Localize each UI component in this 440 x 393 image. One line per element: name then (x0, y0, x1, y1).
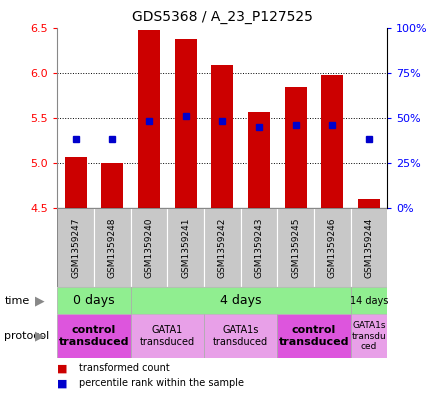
Text: ▶: ▶ (35, 294, 44, 307)
Text: 14 days: 14 days (350, 296, 388, 306)
Text: control
transduced: control transduced (59, 325, 129, 347)
Bar (57, 314, 131, 358)
Bar (321, 75, 343, 208)
Text: GSM1359243: GSM1359243 (254, 217, 264, 278)
Bar (351, 208, 387, 287)
Text: ▶: ▶ (35, 329, 44, 343)
Text: transformed count: transformed count (79, 364, 170, 373)
Bar (204, 208, 241, 287)
Text: ■: ■ (57, 364, 68, 373)
Bar (65, 157, 87, 208)
Bar (285, 87, 307, 208)
Bar (94, 208, 131, 287)
Text: time: time (4, 296, 29, 306)
Text: GSM1359244: GSM1359244 (364, 217, 374, 278)
Text: GATA1s
transduced: GATA1s transduced (213, 325, 268, 347)
Text: GATA1
transduced: GATA1 transduced (139, 325, 195, 347)
Bar (277, 314, 351, 358)
Bar (358, 199, 380, 208)
Bar (351, 314, 387, 358)
Bar (131, 314, 204, 358)
Bar (351, 287, 387, 314)
Bar (248, 112, 270, 208)
Title: GDS5368 / A_23_P127525: GDS5368 / A_23_P127525 (132, 10, 313, 24)
Bar (277, 208, 314, 287)
Text: GSM1359245: GSM1359245 (291, 217, 300, 278)
Bar (211, 66, 233, 208)
Bar (167, 208, 204, 287)
Text: GSM1359248: GSM1359248 (108, 217, 117, 278)
Text: percentile rank within the sample: percentile rank within the sample (79, 378, 244, 388)
Bar (101, 163, 123, 208)
Bar (241, 208, 277, 287)
Text: GSM1359240: GSM1359240 (144, 217, 154, 278)
Text: ■: ■ (57, 378, 68, 388)
Bar (138, 30, 160, 208)
Text: protocol: protocol (4, 331, 50, 341)
Text: GATA1s
transdu
ced: GATA1s transdu ced (352, 321, 386, 351)
Text: 4 days: 4 days (220, 294, 261, 307)
Bar (57, 287, 131, 314)
Bar (131, 208, 167, 287)
Bar (204, 314, 277, 358)
Text: GSM1359246: GSM1359246 (328, 217, 337, 278)
Text: GSM1359247: GSM1359247 (71, 217, 80, 278)
Bar (314, 208, 351, 287)
Text: control
transduced: control transduced (279, 325, 349, 347)
Bar (57, 208, 94, 287)
Bar (131, 287, 351, 314)
Text: GSM1359242: GSM1359242 (218, 217, 227, 278)
Text: GSM1359241: GSM1359241 (181, 217, 190, 278)
Bar (175, 39, 197, 208)
Text: 0 days: 0 days (73, 294, 115, 307)
